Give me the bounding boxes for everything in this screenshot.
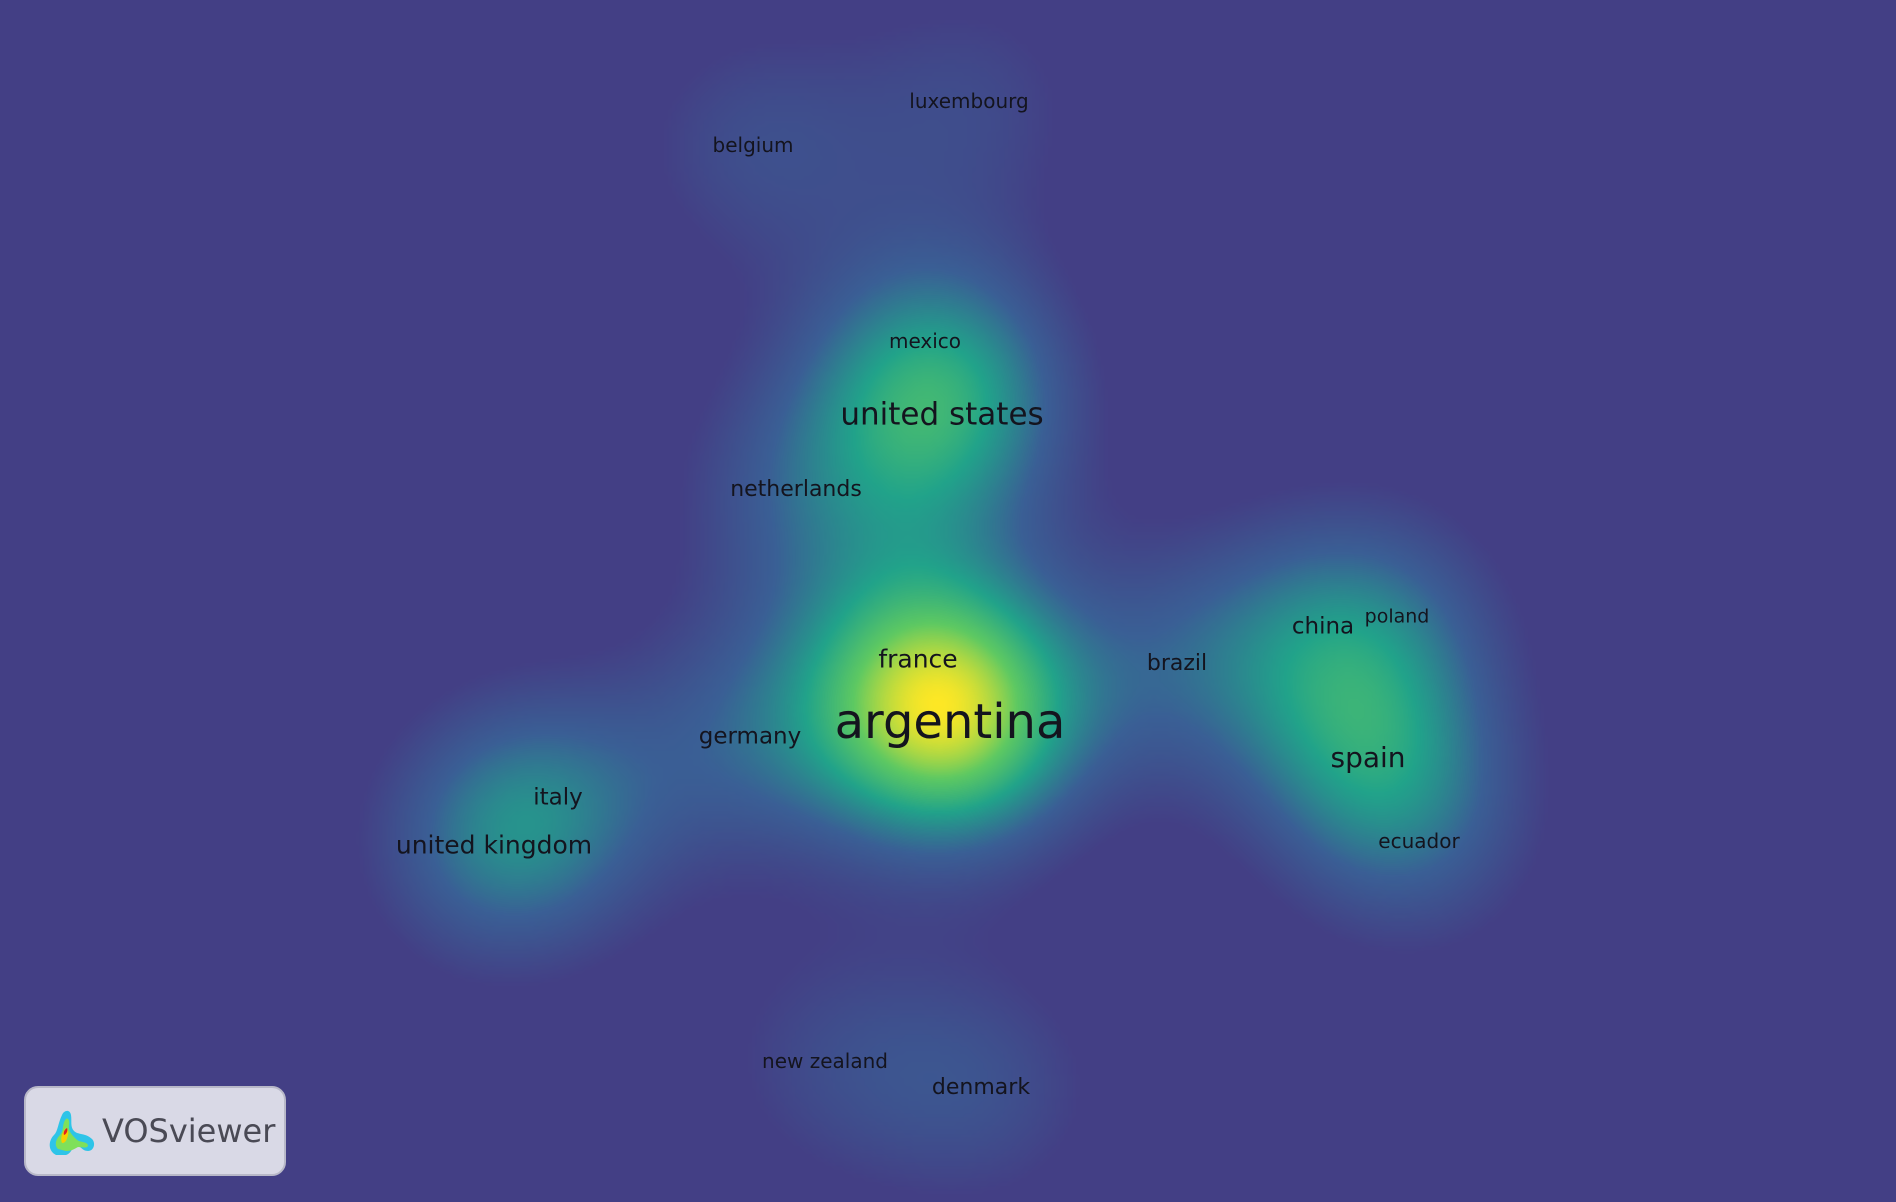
node-label-argentina[interactable]: argentina bbox=[834, 694, 1066, 750]
node-label-italy[interactable]: italy bbox=[533, 784, 583, 811]
node-label-denmark[interactable]: denmark bbox=[931, 1075, 1031, 1100]
node-label-netherlands[interactable]: netherlands bbox=[730, 477, 862, 502]
node-label-china[interactable]: china bbox=[1291, 613, 1355, 640]
node-label-poland[interactable]: poland bbox=[1364, 605, 1430, 628]
node-label-new-zealand[interactable]: new zealand bbox=[762, 1049, 888, 1073]
node-label-ecuador[interactable]: ecuador bbox=[1378, 829, 1460, 853]
node-label-france[interactable]: france bbox=[878, 644, 958, 674]
vosviewer-logo-icon bbox=[49, 1110, 95, 1155]
node-label-belgium[interactable]: belgium bbox=[712, 133, 794, 157]
node-label-united-kingdom[interactable]: united kingdom bbox=[395, 830, 593, 860]
vosviewer-logo-text: VOSviewer bbox=[102, 1112, 276, 1150]
node-label-united-states[interactable]: united states bbox=[840, 396, 1044, 433]
node-label-spain[interactable]: spain bbox=[1330, 741, 1406, 774]
vosviewer-badge: VOSviewer bbox=[24, 1086, 286, 1176]
node-label-brazil[interactable]: brazil bbox=[1146, 651, 1208, 676]
node-label-germany[interactable]: germany bbox=[698, 723, 802, 750]
node-label-mexico[interactable]: mexico bbox=[888, 329, 962, 353]
node-label-luxembourg[interactable]: luxembourg bbox=[909, 89, 1029, 113]
